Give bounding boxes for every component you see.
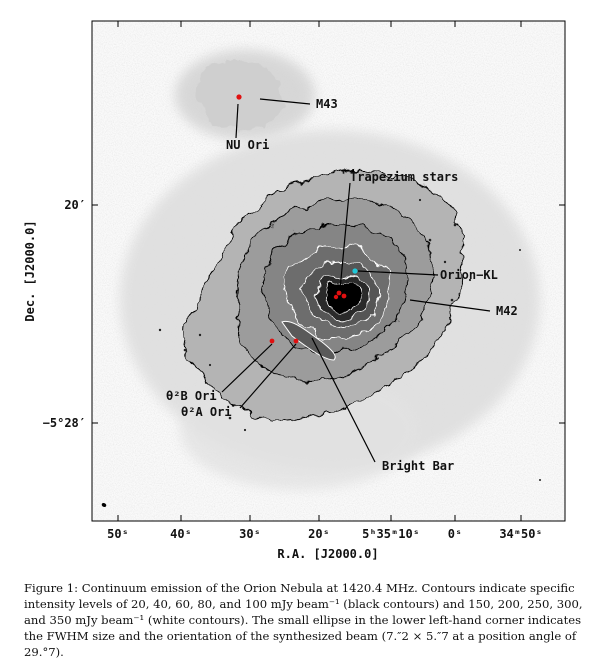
x-axis-title: R.A. [J2000.0] xyxy=(277,547,378,561)
theta2b-marker xyxy=(269,338,275,344)
label-orion-kl: Orion−KL xyxy=(440,268,498,282)
orion-nebula-figure: M43 NU Ori Trapezium stars Orion−KL M42 … xyxy=(23,20,566,561)
caption-text: Figure 1: Continuum emission of the Orio… xyxy=(24,581,583,659)
label-trapezium: Trapezium stars xyxy=(350,170,458,184)
y-tick-0: 20′ xyxy=(64,198,86,212)
synthesized-beam-ellipse xyxy=(101,502,107,508)
noise-specks xyxy=(158,198,541,481)
label-bright-bar: Bright Bar xyxy=(382,459,454,473)
plot-frame xyxy=(91,20,566,522)
theta2a-marker xyxy=(293,338,299,344)
x-tick-3: 20ˢ xyxy=(308,527,330,541)
trapezium-marker-1 xyxy=(336,290,342,296)
x-tick-marks xyxy=(117,21,522,521)
figure-caption: Figure 1: Continuum emission of the Orio… xyxy=(24,580,598,660)
leader-lines xyxy=(221,98,491,463)
y-axis-title: Dec. [J2000.0] xyxy=(23,220,37,321)
nebula-image xyxy=(92,21,565,521)
x-tick-1: 40ˢ xyxy=(170,527,192,541)
x-tick-2: 30ˢ xyxy=(239,527,261,541)
x-tick-5: 0ˢ xyxy=(448,527,462,541)
label-theta2a: θ²A Ori xyxy=(181,405,232,419)
trapezium-marker-3 xyxy=(333,294,339,300)
orion-kl-marker xyxy=(352,268,358,274)
label-theta2b: θ²B Ori xyxy=(166,389,217,403)
bright-bar-ridge xyxy=(281,320,336,361)
y-tick-marks xyxy=(92,204,565,424)
x-tick-4: 5ʰ35ᵐ10ˢ xyxy=(362,527,420,541)
label-m43: M43 xyxy=(316,97,338,111)
nu-ori-marker xyxy=(236,94,242,100)
y-tick-1: −5°28′ xyxy=(43,416,86,430)
x-tick-6: 34ᵐ50ˢ xyxy=(499,527,542,541)
trapezium-marker-2 xyxy=(341,293,347,299)
label-nu-ori: NU Ori xyxy=(226,138,269,152)
label-m42: M42 xyxy=(496,304,518,318)
x-tick-0: 50ˢ xyxy=(107,527,129,541)
